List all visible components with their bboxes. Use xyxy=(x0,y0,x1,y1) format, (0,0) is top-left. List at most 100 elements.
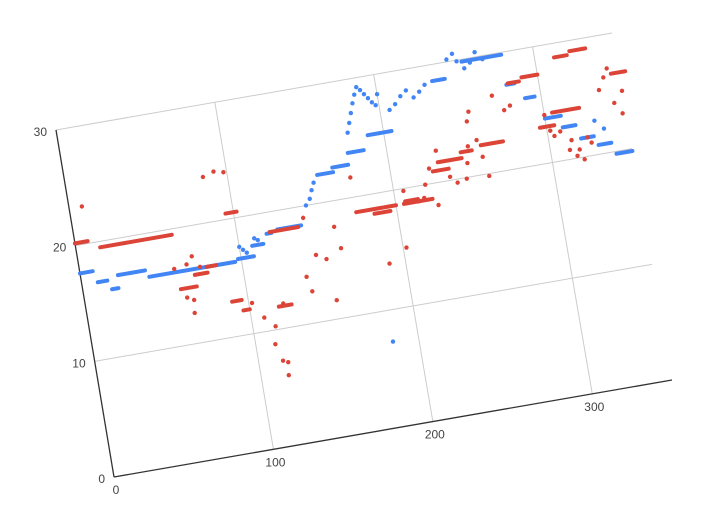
red-point-run xyxy=(519,72,540,80)
red-point-run xyxy=(354,203,398,215)
x-tick-label: 300 xyxy=(584,400,604,414)
y-gridline xyxy=(75,148,633,247)
red-point xyxy=(447,174,453,179)
red-point xyxy=(575,153,580,158)
blue-point xyxy=(347,120,352,126)
red-point-run xyxy=(478,139,505,148)
red-point xyxy=(474,137,479,143)
blue-point xyxy=(365,96,371,101)
red-point-run xyxy=(98,232,174,250)
red-point xyxy=(464,176,469,181)
x-tick-label: 200 xyxy=(425,428,445,442)
y-tick-label: 0 xyxy=(98,472,105,486)
blue-point-run xyxy=(330,162,351,170)
red-point-run xyxy=(178,284,199,292)
red-point xyxy=(401,188,406,194)
blue-point xyxy=(374,92,380,97)
red-point xyxy=(184,262,189,267)
x-axis-line xyxy=(113,379,673,478)
blue-point xyxy=(303,203,309,208)
gridlines xyxy=(55,32,653,450)
red-point xyxy=(465,144,471,149)
red-point xyxy=(273,341,278,347)
blue-point xyxy=(449,51,455,56)
blue-point xyxy=(392,101,398,107)
red-point xyxy=(200,174,206,180)
axes xyxy=(55,129,673,478)
blue-point-run xyxy=(365,129,394,138)
red-point xyxy=(489,93,495,98)
blue-point xyxy=(411,95,416,100)
blue-point xyxy=(467,60,473,65)
red-point-run xyxy=(192,270,210,277)
red-point xyxy=(466,109,471,114)
blue-point xyxy=(251,236,257,241)
red-point xyxy=(280,358,286,363)
red-point xyxy=(596,87,602,93)
series-red xyxy=(72,46,628,378)
blue-point xyxy=(472,50,477,55)
blue-point xyxy=(354,84,359,90)
red-point-run xyxy=(403,197,420,204)
red-point xyxy=(548,128,553,133)
red-point xyxy=(191,297,197,303)
blue-point xyxy=(361,91,367,97)
red-point-run xyxy=(550,105,582,115)
blue-point xyxy=(422,82,427,87)
y-tick-label: 10 xyxy=(72,356,86,370)
data-series xyxy=(72,46,635,378)
blue-point-run xyxy=(147,259,238,279)
red-point-run xyxy=(537,123,557,130)
red-point xyxy=(404,245,409,250)
red-point xyxy=(304,274,309,280)
red-point xyxy=(185,295,190,300)
red-point xyxy=(567,147,573,153)
red-point-run xyxy=(267,225,301,235)
red-point-run xyxy=(458,148,474,155)
blue-point xyxy=(244,250,249,255)
red-point-run xyxy=(230,298,244,304)
blue-point xyxy=(373,102,378,108)
blue-point xyxy=(345,130,350,135)
blue-point-run xyxy=(110,286,121,292)
blue-point xyxy=(311,180,316,185)
x-tick-label: 0 xyxy=(113,483,120,497)
blue-point xyxy=(592,118,597,123)
red-point xyxy=(422,195,427,201)
red-point xyxy=(171,266,177,272)
red-point xyxy=(558,129,563,134)
red-point xyxy=(281,301,286,306)
red-point xyxy=(192,310,197,316)
blue-point xyxy=(480,56,485,62)
blue-point xyxy=(390,339,396,344)
red-point xyxy=(211,169,216,174)
blue-point xyxy=(348,110,354,116)
red-point xyxy=(310,289,315,294)
x-gridline xyxy=(373,74,434,422)
blue-point xyxy=(416,89,422,94)
red-point-run xyxy=(223,209,239,216)
blue-point xyxy=(237,244,242,250)
blue-point-run xyxy=(236,254,256,261)
red-point-run xyxy=(552,53,569,60)
blue-point xyxy=(352,92,357,97)
red-point-run xyxy=(567,46,588,54)
red-point xyxy=(501,107,507,113)
y-tick-label: 20 xyxy=(53,241,67,255)
red-point xyxy=(262,315,267,320)
blue-point-run xyxy=(115,268,147,278)
tick-labels: 0 100 200 300 0 10 20 30 xyxy=(34,125,605,497)
red-point-run xyxy=(276,302,294,309)
blue-point xyxy=(357,87,363,93)
red-point xyxy=(464,119,470,124)
red-point-run xyxy=(608,69,628,76)
blue-point xyxy=(255,237,260,243)
blue-point-run xyxy=(523,94,537,101)
red-point xyxy=(79,204,85,209)
red-point xyxy=(416,199,421,204)
red-point xyxy=(569,137,574,143)
red-point xyxy=(582,157,587,162)
blue-point xyxy=(454,59,459,64)
red-point xyxy=(612,100,617,106)
blue-point-run xyxy=(542,113,563,121)
